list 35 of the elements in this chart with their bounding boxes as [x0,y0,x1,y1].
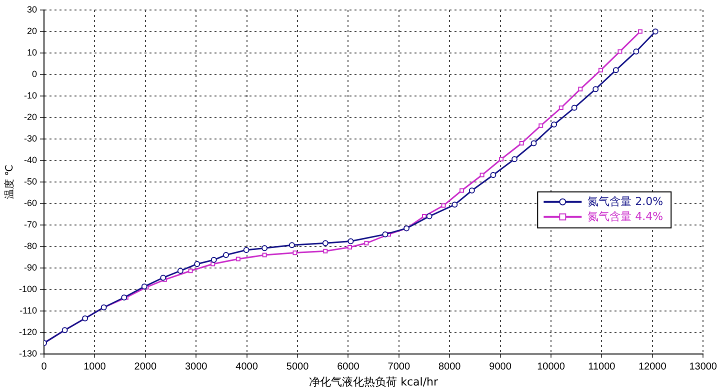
y-tick-label: -110 [20,305,38,316]
y-tick-label: -120 [19,326,38,337]
y-tick-label: -10 [24,90,38,100]
y-tick-label: -80 [24,240,38,251]
x-axis-title: 净化气液化热负荷 kcal/hr [309,375,438,388]
y-tick-label: -130 [19,348,38,358]
y-axis-title: 温度 ℃ [4,164,16,200]
x-tick-label: 7000 [388,362,410,373]
x-tick-label: 11000 [588,362,616,373]
y-tick-label: 20 [27,26,38,36]
legend-label: 氮气含量 4.4% [588,210,664,223]
x-tick-label: 0 [41,362,48,373]
x-tick-label: 12000 [638,362,667,373]
y-tick-label: -40 [24,154,38,165]
x-tick-label: 6000 [337,362,360,373]
y-tick-label: -70 [24,219,38,230]
y-tick-label: -50 [24,176,38,186]
x-tick-label: 10000 [537,362,566,373]
x-tick-label: 1000 [84,362,106,373]
y-tick-label: 0 [32,68,38,79]
y-tick-label: 30 [27,4,38,14]
x-tick-label: 2000 [134,362,157,373]
y-tick-label: -60 [24,198,38,208]
x-tick-label: 5000 [286,362,310,373]
x-tick-label: 8000 [438,362,462,373]
y-tick-label: -90 [24,262,38,272]
x-tick-label: 13000 [689,362,718,373]
x-tick-label: 4000 [236,362,258,373]
y-tick-label: -100 [19,284,38,294]
x-tick-label: 3000 [184,362,208,373]
legend-label: 氮气含量 2.0% [588,194,664,208]
y-tick-label: -30 [24,133,38,144]
x-tick-label: 9000 [489,362,512,373]
y-tick-label: 10 [27,47,38,58]
y-tick-label: -20 [24,112,38,122]
